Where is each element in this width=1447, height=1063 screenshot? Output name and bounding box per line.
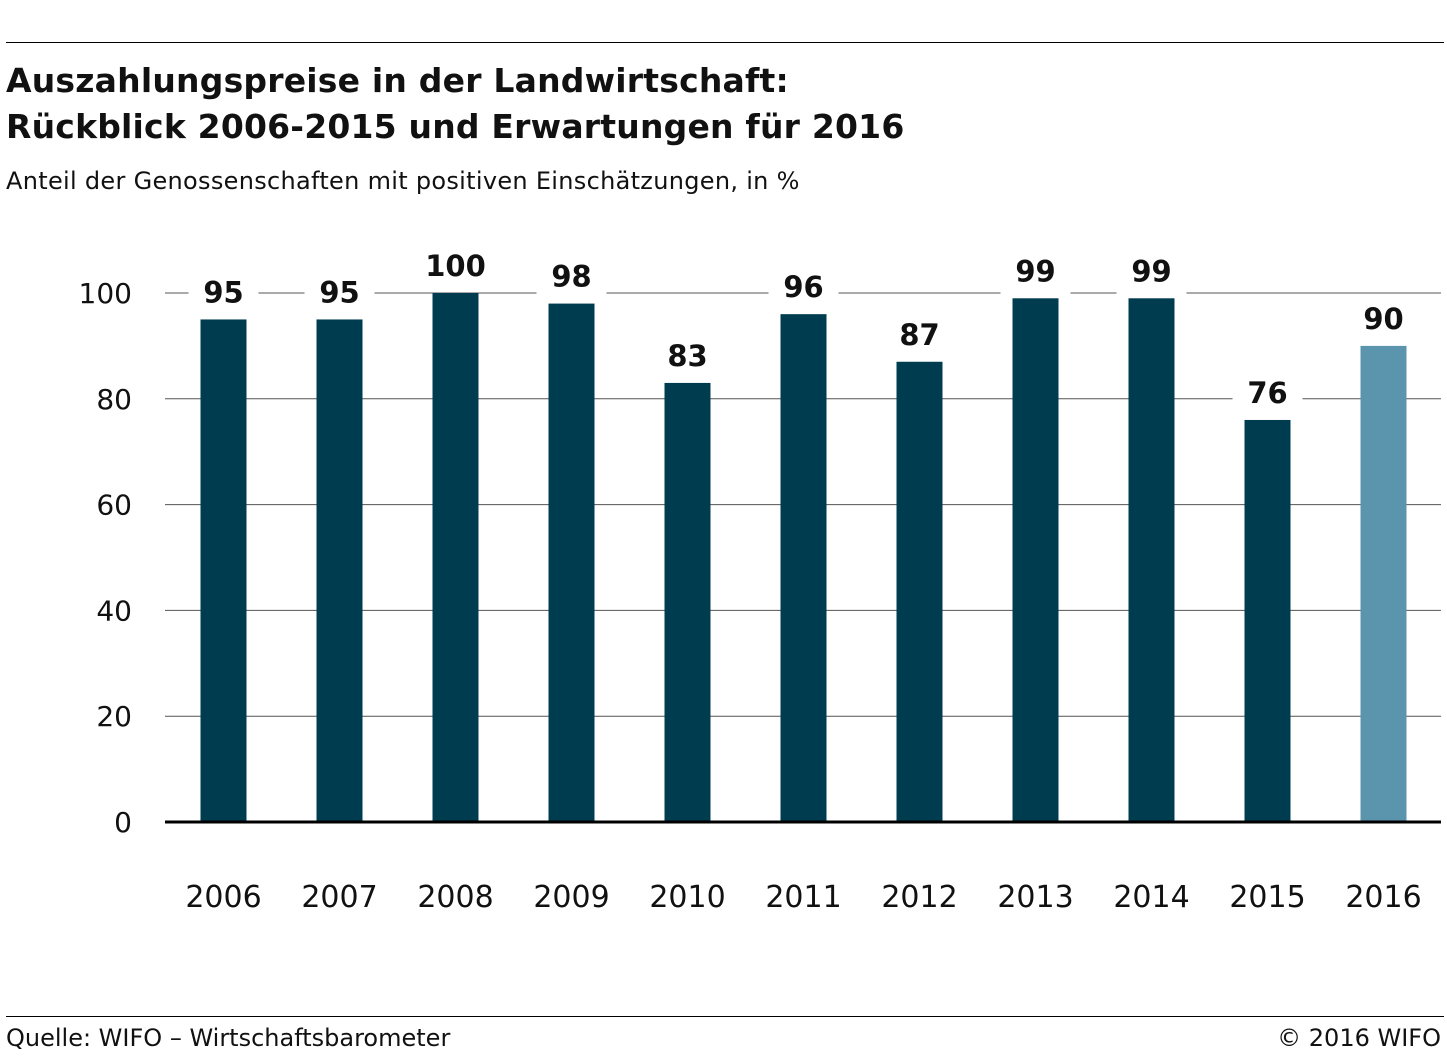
y-tick-label-80: 80 <box>96 383 132 416</box>
x-tick-label-2012: 2012 <box>881 880 957 915</box>
bar-2015 <box>1244 419 1291 822</box>
data-label-bg-2012 <box>884 311 955 358</box>
data-label-bg-2008 <box>410 243 501 289</box>
top-rule <box>6 42 1444 43</box>
x-tick-label-2010: 2010 <box>649 880 725 915</box>
data-label-bg-2013 <box>1000 248 1071 295</box>
data-label-2007: 95 <box>319 275 359 309</box>
chart-title: Auszahlungspreise in der Landwirtschaft:… <box>6 58 904 150</box>
data-label-2009: 98 <box>551 260 591 294</box>
data-label-bg-2010 <box>652 332 723 379</box>
data-label-bg-2007 <box>304 269 375 316</box>
bar-2008 <box>432 293 479 822</box>
data-label-bg-2006 <box>188 269 259 316</box>
y-tick-label-40: 40 <box>96 594 132 627</box>
y-tick-label-0: 0 <box>114 806 132 839</box>
x-tick-label-2011: 2011 <box>765 880 841 915</box>
data-label-2013: 99 <box>1015 254 1055 288</box>
data-labels: 95 95 100 98 83 96 87 99 99 76 90 <box>188 243 1419 416</box>
data-label-2011: 96 <box>783 270 823 304</box>
chart-title-line-2: Rückblick 2006-2015 und Erwartungen für … <box>6 107 905 146</box>
bars <box>200 293 1407 823</box>
data-label-bg-2015 <box>1232 369 1303 416</box>
bar-2006 <box>200 319 247 822</box>
bar-2012 <box>896 361 943 822</box>
data-label-bg-2014 <box>1116 248 1187 295</box>
copyright-note: © 2016 WIFO <box>1277 1024 1441 1052</box>
y-axis-ticks: 0 20 40 60 80 100 <box>79 277 132 839</box>
y-tick-label-100: 100 <box>79 277 132 310</box>
x-tick-label-2013: 2013 <box>997 880 1073 915</box>
data-label-bg-2009 <box>536 253 607 300</box>
data-label-2010: 83 <box>667 339 707 373</box>
x-tick-label-2008: 2008 <box>417 880 493 915</box>
data-label-2008: 100 <box>425 249 486 283</box>
data-label-2016: 90 <box>1363 302 1403 336</box>
data-label-bg-2011 <box>768 264 839 311</box>
x-tick-label-2016: 2016 <box>1345 880 1421 915</box>
x-tick-label-2009: 2009 <box>533 880 609 915</box>
bar-2007 <box>316 319 363 822</box>
data-label-bg-2016 <box>1348 295 1419 342</box>
data-label-2012: 87 <box>899 318 939 352</box>
chart-title-line-1: Auszahlungspreise in der Landwirtschaft: <box>6 61 789 100</box>
data-label-2015: 76 <box>1247 376 1287 410</box>
x-tick-label-2015: 2015 <box>1229 880 1305 915</box>
x-tick-label-2006: 2006 <box>185 880 261 915</box>
x-tick-label-2014: 2014 <box>1113 880 1189 915</box>
y-tick-label-20: 20 <box>96 700 132 733</box>
bar-2014 <box>1128 298 1175 822</box>
chart-subtitle: Anteil der Genossenschaften mit positive… <box>6 167 800 195</box>
source-note: Quelle: WIFO – Wirtschaftsbarometer <box>6 1024 451 1052</box>
bottom-rule <box>6 1016 1444 1017</box>
data-label-2006: 95 <box>203 275 243 309</box>
y-tick-label-60: 60 <box>96 489 132 522</box>
data-label-2014: 99 <box>1131 254 1171 288</box>
bar-2010 <box>664 382 711 822</box>
bar-2011 <box>780 314 827 822</box>
bar-2009 <box>548 303 595 823</box>
bar-2016 <box>1360 345 1407 822</box>
x-tick-label-2007: 2007 <box>301 880 377 915</box>
x-axis-ticks: 2006 2007 2008 2009 2010 2011 2012 2013 2014 2015… <box>185 880 1421 915</box>
bar-2013 <box>1012 298 1059 822</box>
